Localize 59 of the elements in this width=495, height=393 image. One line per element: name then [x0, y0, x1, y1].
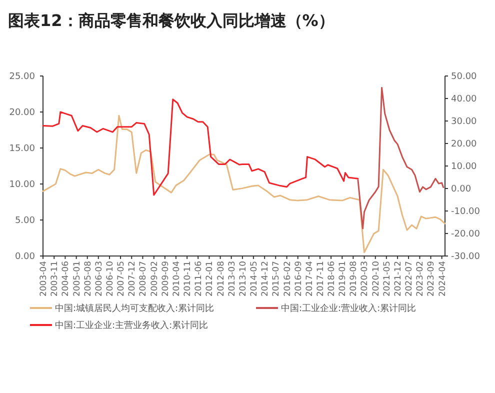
- x-tick-label: 2014-12: [260, 261, 271, 297]
- y2-tick-label: 50.00: [451, 72, 478, 82]
- line-series: [42, 98, 359, 196]
- y2-tick-label: -10.00: [451, 207, 480, 218]
- y-tick-label: 20.00: [9, 108, 36, 118]
- x-tick-label: 2023-02: [416, 261, 426, 297]
- x-tick-label: 2021-12: [394, 261, 404, 297]
- x-tick-label: 2013-10: [238, 261, 248, 297]
- y-tick-label: 15.00: [9, 144, 36, 154]
- x-tick-label: 2011-06: [194, 261, 204, 297]
- y2-tick-label: 40.00: [451, 94, 478, 105]
- x-tick-label: 2008-07: [138, 261, 149, 297]
- line-series: [357, 86, 444, 230]
- x-tick-label: 2009-09: [160, 261, 171, 297]
- x-tick-label: 2020-10: [371, 261, 382, 297]
- y-tick-label: 25.00: [9, 72, 36, 82]
- x-tick-label: 2006-03: [94, 261, 104, 297]
- x-tick-label: 2007-05: [116, 261, 126, 297]
- x-tick-label: 2016-02: [282, 261, 293, 297]
- x-tick-label: 2018-06: [327, 261, 338, 297]
- legend-label: 中国:工业企业:营业收入:累计同比: [281, 303, 416, 314]
- x-tick-label: 2005-01: [72, 261, 82, 297]
- y2-tick-label: 30.00: [451, 117, 478, 128]
- x-tick-label: 2012-08: [216, 261, 226, 297]
- legend-label: 中国:城镇居民人均可支配收入:累计同比: [55, 303, 214, 314]
- legend-label: 中国:工业企业:主营业务收入:累计同比: [55, 320, 208, 332]
- y2-tick-label: 20.00: [451, 140, 478, 150]
- x-tick-label: 2005-08: [83, 261, 94, 297]
- y2-tick-label: -20.00: [451, 230, 480, 240]
- x-tick-label: 2017-11: [316, 261, 326, 297]
- x-tick-label: 2021-05: [382, 261, 392, 297]
- x-tick-label: 2010-04: [172, 261, 182, 297]
- x-tick-label: 2013-03: [227, 261, 238, 297]
- x-tick-label: 2007-12: [128, 261, 138, 297]
- x-tick-label: 2022-07: [404, 261, 415, 297]
- y-tick-label: 10.00: [9, 180, 36, 190]
- x-tick-label: 2015-07: [272, 261, 282, 297]
- y-tick-label: 0.00: [14, 252, 36, 262]
- x-tick-label: 2019-08: [349, 261, 360, 297]
- x-tick-label: 2020-03: [360, 261, 370, 297]
- x-tick-label: 2004-06: [61, 261, 72, 297]
- x-tick-label: 2017-04: [304, 261, 315, 297]
- x-tick-label: 2009-02: [150, 261, 160, 297]
- x-tick-label: 2006-10: [105, 261, 116, 297]
- x-tick-label: 2010-11: [183, 261, 194, 297]
- chart-title: 图表12：商品零售和餐饮收入同比增速（%）: [8, 11, 334, 30]
- x-tick-label: 2003-11: [50, 261, 60, 297]
- x-tick-label: 2014-05: [249, 261, 260, 297]
- x-tick-label: 2023-09: [426, 261, 437, 297]
- line-series: [42, 114, 446, 254]
- y2-tick-label: -30.00: [451, 252, 480, 262]
- y-tick-label: 5.00: [14, 216, 36, 226]
- x-tick-label: 2003-04: [38, 261, 49, 297]
- x-tick-label: 2016-09: [294, 261, 304, 297]
- y2-tick-label: 10.00: [451, 162, 478, 172]
- x-tick-label: 2012-01: [205, 261, 216, 297]
- x-tick-label: 2024-04: [438, 261, 448, 297]
- y2-tick-label: 0.00: [451, 184, 472, 195]
- x-tick-label: 2019-01: [338, 261, 348, 297]
